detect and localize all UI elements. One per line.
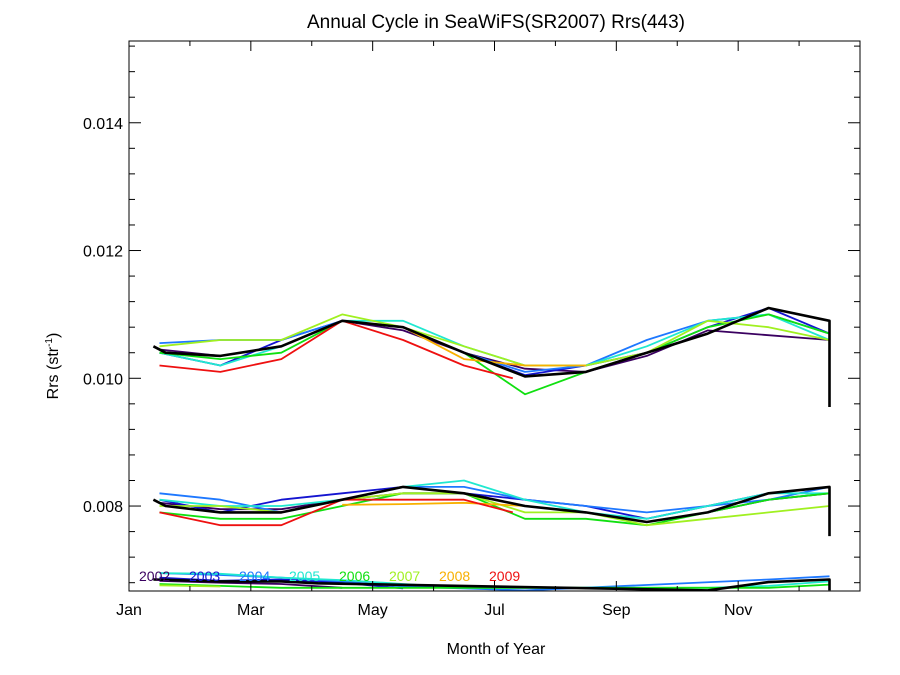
legend: 2002 2003 2004 2005 2006 2007 2008 2009 [139,568,520,584]
axis-tick-labels: Jan Mar May Jul Sep Nov 0.008 0.010 0.012 0.014 [83,116,752,619]
x-tick-label: Sep [602,602,631,619]
x-tick-label: Jan [116,602,142,619]
series-line-2005-middle [159,479,830,520]
legend-entry-2008: 2008 [439,568,470,584]
legend-entry-2002: 2002 [139,568,170,584]
legend-entry-2007: 2007 [389,568,420,584]
series-line-mean-upper [152,306,831,407]
y-tick-label: 0.012 [83,244,123,261]
y-tick-label: 0.014 [83,116,123,133]
series-line-2008-middle [342,501,526,507]
series-line-2004-middle [159,486,830,514]
series-line-2007-lower [159,584,221,588]
legend-entry-2003: 2003 [189,568,220,584]
y-tick-label: 0.008 [83,499,123,516]
axis-ticks [128,41,861,591]
chart-title: Annual Cycle in SeaWiFS(SR2007) Rrs(443) [307,12,685,33]
series-line-2008-upper [342,319,586,367]
y-axis-label-close: ) [45,333,62,338]
y-axis-label-main: Rrs (str [45,346,62,399]
legend-entry-2005: 2005 [289,568,320,584]
x-tick-label: Mar [237,602,265,619]
x-tick-label: Nov [724,602,752,619]
x-tick-label: Jul [484,602,504,619]
y-axis-label-sup: -1 [44,338,55,347]
series-line-mean-middle [152,485,831,537]
y-tick-label: 0.010 [83,371,123,388]
x-tick-label: May [358,602,388,619]
y-axis-label: Rrs (str-1) [44,333,62,400]
series-line-2007-upper [159,313,830,367]
series-line-2006-upper [159,313,830,396]
series-line-mean-lower [153,578,831,591]
x-axis-label: Month of Year [447,641,546,658]
legend-entry-2004: 2004 [239,568,270,584]
legend-entry-2009: 2009 [489,568,520,584]
legend-entry-2006: 2006 [339,568,370,584]
